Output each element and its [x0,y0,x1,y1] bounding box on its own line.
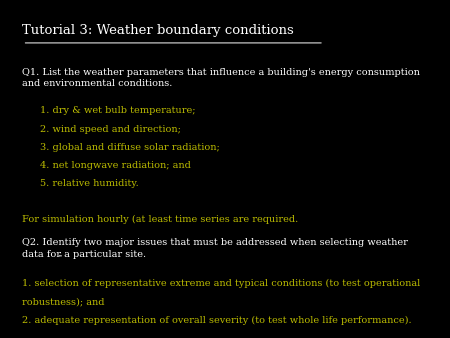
Text: Q1. List the weather parameters that influence a building's energy consumption
a: Q1. List the weather parameters that inf… [22,68,420,89]
Text: 2. adequate representation of overall severity (to test whole life performance).: 2. adequate representation of overall se… [22,316,412,325]
Text: 2. wind speed and direction;: 2. wind speed and direction; [40,125,181,134]
Text: 4. net longwave radiation; and: 4. net longwave radiation; and [40,161,191,170]
Text: Tutorial 3: Weather boundary conditions: Tutorial 3: Weather boundary conditions [22,24,294,37]
Text: For simulation hourly (at least time series are required.: For simulation hourly (at least time ser… [22,215,299,224]
Text: 3. global and diffuse solar radiation;: 3. global and diffuse solar radiation; [40,143,220,152]
Text: 1. dry & wet bulb temperature;: 1. dry & wet bulb temperature; [40,106,196,116]
Text: 5. relative humidity.: 5. relative humidity. [40,179,139,189]
Text: Q2. Identify two major issues that must be addressed when selecting weather
data: Q2. Identify two major issues that must … [22,238,409,259]
Text: robustness); and: robustness); and [22,297,105,307]
Text: 1. selection of representative extreme and typical conditions (to test operation: 1. selection of representative extreme a… [22,279,421,288]
